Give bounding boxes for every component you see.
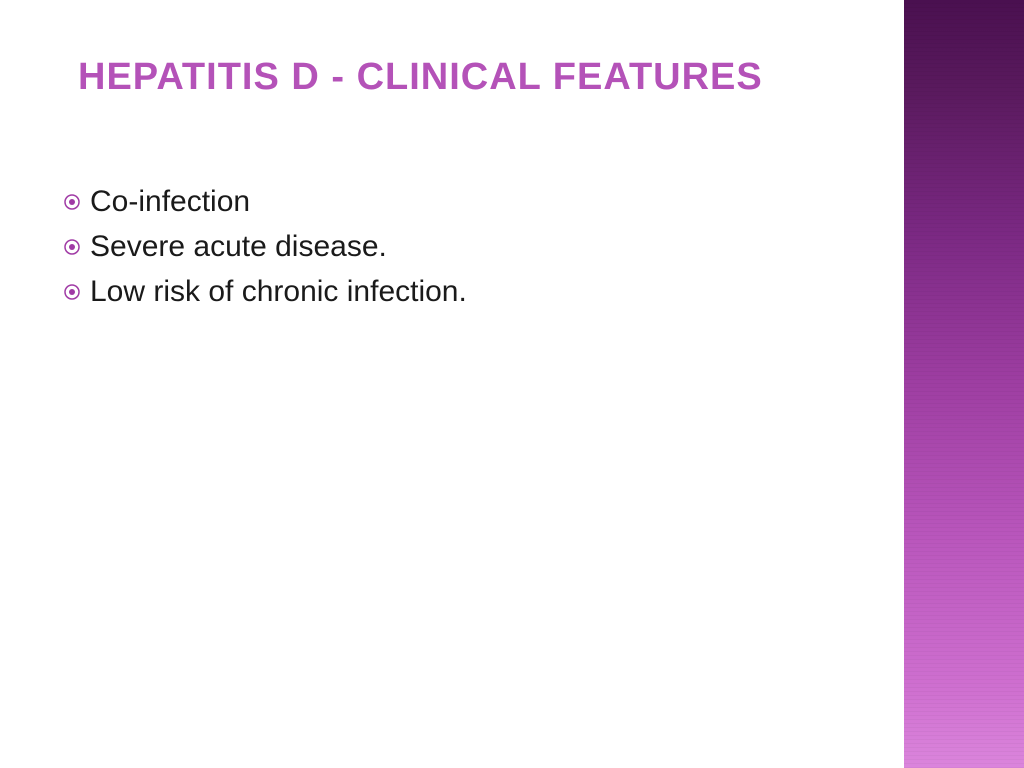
slide-content: HEPATITIS D - CLINICAL FEATURES Co-infec… — [0, 0, 904, 768]
decorative-sidebar — [904, 0, 1024, 768]
list-item: Co-infection — [62, 179, 864, 224]
bullet-target-icon — [62, 237, 82, 257]
bullet-target-icon — [62, 192, 82, 212]
slide-title: HEPATITIS D - CLINICAL FEATURES — [78, 56, 864, 99]
bullet-target-icon — [62, 282, 82, 302]
list-item: Severe acute disease. — [62, 224, 864, 269]
bullet-list: Co-infection Severe acute disease. Low r… — [62, 179, 864, 314]
list-item: Low risk of chronic infection. — [62, 269, 864, 314]
bullet-text: Low risk of chronic infection. — [90, 269, 467, 314]
bullet-text: Co-infection — [90, 179, 250, 224]
bullet-text: Severe acute disease. — [90, 224, 387, 269]
